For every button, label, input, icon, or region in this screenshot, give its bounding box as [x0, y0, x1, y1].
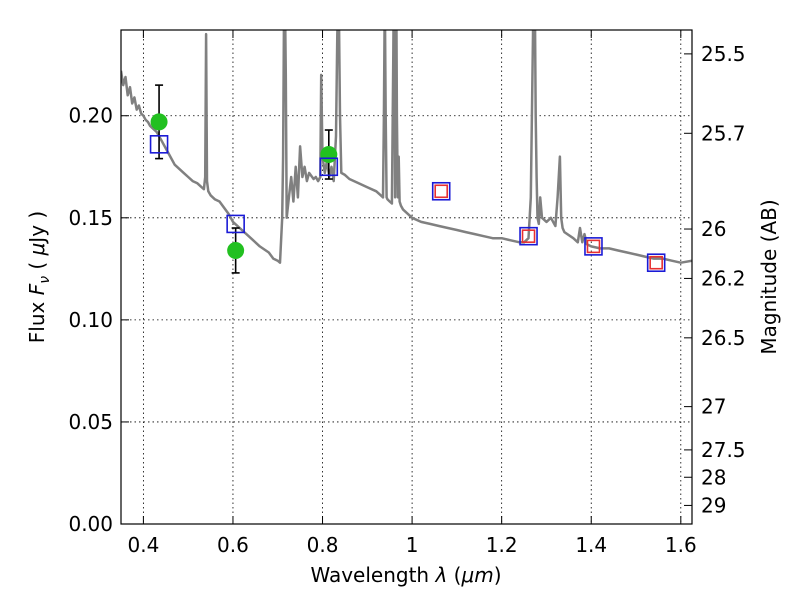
x-tick-label: 1.2	[486, 533, 518, 557]
model-square-red	[586, 239, 601, 254]
model-square-blue	[431, 181, 451, 201]
x-tick-label: 0.8	[307, 533, 339, 557]
y-tick-label: 0.10	[68, 308, 113, 332]
y2-tick-label: 27.5	[701, 438, 746, 462]
y2-tick-label: 27	[701, 395, 726, 419]
observed-point	[150, 113, 168, 131]
x-axis-label: Wavelength λ (μm)	[310, 563, 501, 587]
model-square-blue	[319, 157, 339, 177]
model-square-red	[521, 229, 536, 243]
y-tick-label: 0.20	[68, 104, 113, 128]
y-axis-ticks: 0.00 0.05 0.10 0.15 0.20	[68, 104, 129, 536]
x-tick-label: 0.6	[217, 533, 249, 557]
y2-tick-label: 29	[701, 493, 726, 517]
y-tick-label: 0.15	[68, 206, 113, 230]
x-axis-ticks: 0.4 0.6 0.8 1 1.2 1.4 1.6	[127, 30, 697, 557]
model-square-blue	[584, 237, 603, 256]
model-square-red	[649, 255, 663, 270]
y-axis-label: Flux Fν ( μJy )	[25, 211, 53, 343]
markers	[149, 84, 666, 274]
model-square-blue	[646, 253, 666, 273]
x-tick-label: 0.4	[127, 533, 159, 557]
model-spectrum-line	[121, 30, 692, 264]
plot-frame	[120, 29, 693, 525]
y2-tick-label: 28	[701, 465, 726, 489]
y-tick-label: 0.05	[68, 410, 113, 434]
x-tick-label: 1.6	[665, 533, 697, 557]
y-tick-label: 0.00	[68, 512, 113, 536]
y2-tick-label: 25.7	[701, 121, 746, 145]
model-square-blue	[149, 135, 169, 154]
observed-point	[320, 146, 338, 164]
x-tick-label: 1.4	[575, 533, 607, 557]
x-tick-label: 1	[406, 533, 419, 557]
y2-tick-label: 26.5	[701, 326, 746, 350]
model-square-blue	[226, 214, 245, 234]
y2-tick-label: 26	[701, 217, 726, 241]
y2-tick-label: 25.5	[701, 42, 746, 66]
y2-tick-label: 26.2	[701, 266, 746, 290]
y2-axis-ticks: 25.5 25.7 26 26.2 26.5 27 27.5 28 29	[684, 42, 746, 517]
y2-axis-label: Magnitude (AB)	[757, 199, 781, 354]
observed-point	[227, 241, 245, 259]
model-square-blue	[519, 226, 538, 246]
model-square-red	[434, 184, 449, 199]
